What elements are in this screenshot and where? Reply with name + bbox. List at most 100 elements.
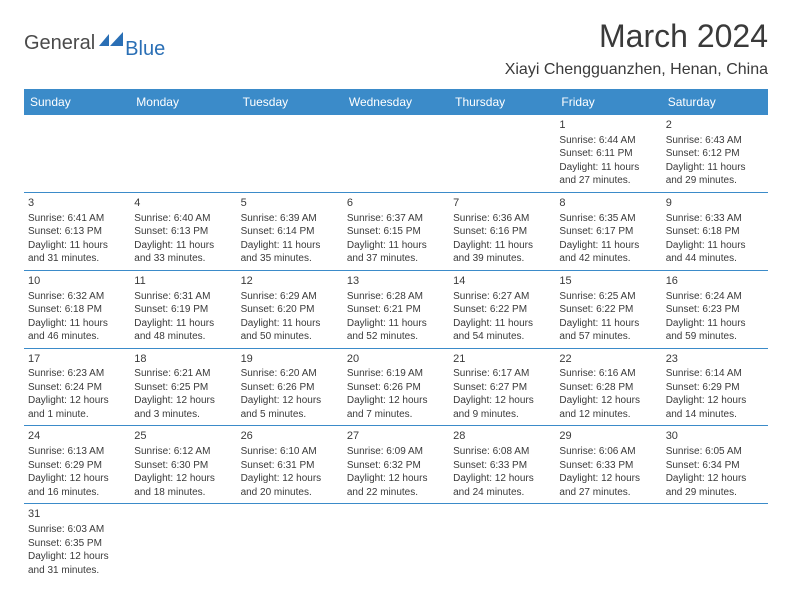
calendar-day-cell: 6Sunrise: 6:37 AMSunset: 6:15 PMDaylight… (343, 192, 449, 270)
day-daylight: Daylight: 12 hours and 27 minutes. (559, 472, 657, 499)
calendar-day-cell: 27Sunrise: 6:09 AMSunset: 6:32 PMDayligh… (343, 426, 449, 504)
day-daylight: Daylight: 12 hours and 16 minutes. (28, 472, 126, 499)
weekday-header: Friday (555, 89, 661, 115)
day-daylight: Daylight: 11 hours and 31 minutes. (28, 239, 126, 266)
calendar-day-cell (343, 504, 449, 581)
day-sunrise: Sunrise: 6:43 AM (666, 134, 764, 148)
day-number: 14 (453, 274, 551, 289)
day-daylight: Daylight: 12 hours and 29 minutes. (666, 472, 764, 499)
weekday-header: Monday (130, 89, 236, 115)
calendar-week-row: 3Sunrise: 6:41 AMSunset: 6:13 PMDaylight… (24, 192, 768, 270)
day-sunset: Sunset: 6:25 PM (134, 381, 232, 395)
calendar-day-cell (237, 115, 343, 192)
day-sunset: Sunset: 6:26 PM (347, 381, 445, 395)
day-sunset: Sunset: 6:24 PM (28, 381, 126, 395)
calendar-table: SundayMondayTuesdayWednesdayThursdayFrid… (24, 89, 768, 581)
day-sunrise: Sunrise: 6:23 AM (28, 367, 126, 381)
calendar-day-cell (237, 504, 343, 581)
header: General Blue March 2024 Xiayi Chengguanz… (24, 18, 768, 79)
day-sunrise: Sunrise: 6:21 AM (134, 367, 232, 381)
day-sunrise: Sunrise: 6:31 AM (134, 290, 232, 304)
day-sunset: Sunset: 6:22 PM (453, 303, 551, 317)
calendar-day-cell: 4Sunrise: 6:40 AMSunset: 6:13 PMDaylight… (130, 192, 236, 270)
day-daylight: Daylight: 11 hours and 59 minutes. (666, 317, 764, 344)
day-number: 25 (134, 429, 232, 444)
day-daylight: Daylight: 11 hours and 50 minutes. (241, 317, 339, 344)
day-sunset: Sunset: 6:14 PM (241, 225, 339, 239)
day-daylight: Daylight: 12 hours and 22 minutes. (347, 472, 445, 499)
day-daylight: Daylight: 11 hours and 42 minutes. (559, 239, 657, 266)
day-sunrise: Sunrise: 6:13 AM (28, 445, 126, 459)
calendar-day-cell: 1Sunrise: 6:44 AMSunset: 6:11 PMDaylight… (555, 115, 661, 192)
day-daylight: Daylight: 12 hours and 12 minutes. (559, 394, 657, 421)
day-sunrise: Sunrise: 6:29 AM (241, 290, 339, 304)
calendar-day-cell: 21Sunrise: 6:17 AMSunset: 6:27 PMDayligh… (449, 348, 555, 426)
day-sunrise: Sunrise: 6:37 AM (347, 212, 445, 226)
day-number: 19 (241, 352, 339, 367)
calendar-day-cell: 13Sunrise: 6:28 AMSunset: 6:21 PMDayligh… (343, 270, 449, 348)
day-number: 6 (347, 196, 445, 211)
day-daylight: Daylight: 12 hours and 3 minutes. (134, 394, 232, 421)
day-daylight: Daylight: 11 hours and 44 minutes. (666, 239, 764, 266)
day-sunset: Sunset: 6:35 PM (28, 537, 126, 551)
day-sunset: Sunset: 6:13 PM (134, 225, 232, 239)
logo-text-general: General (24, 32, 95, 55)
weekday-header: Saturday (662, 89, 768, 115)
day-daylight: Daylight: 12 hours and 31 minutes. (28, 550, 126, 577)
day-daylight: Daylight: 12 hours and 20 minutes. (241, 472, 339, 499)
calendar-week-row: 17Sunrise: 6:23 AMSunset: 6:24 PMDayligh… (24, 348, 768, 426)
logo: General Blue (24, 26, 165, 61)
calendar-day-cell: 2Sunrise: 6:43 AMSunset: 6:12 PMDaylight… (662, 115, 768, 192)
day-sunrise: Sunrise: 6:28 AM (347, 290, 445, 304)
calendar-day-cell: 5Sunrise: 6:39 AMSunset: 6:14 PMDaylight… (237, 192, 343, 270)
day-sunset: Sunset: 6:33 PM (453, 459, 551, 473)
day-sunset: Sunset: 6:33 PM (559, 459, 657, 473)
calendar-day-cell: 30Sunrise: 6:05 AMSunset: 6:34 PMDayligh… (662, 426, 768, 504)
day-daylight: Daylight: 11 hours and 29 minutes. (666, 161, 764, 188)
calendar-day-cell: 8Sunrise: 6:35 AMSunset: 6:17 PMDaylight… (555, 192, 661, 270)
day-sunrise: Sunrise: 6:39 AM (241, 212, 339, 226)
flag-icon (99, 32, 125, 55)
day-number: 27 (347, 429, 445, 444)
day-sunset: Sunset: 6:34 PM (666, 459, 764, 473)
day-daylight: Daylight: 11 hours and 54 minutes. (453, 317, 551, 344)
month-title: March 2024 (505, 18, 768, 55)
day-sunrise: Sunrise: 6:24 AM (666, 290, 764, 304)
calendar-day-cell: 12Sunrise: 6:29 AMSunset: 6:20 PMDayligh… (237, 270, 343, 348)
calendar-day-cell: 9Sunrise: 6:33 AMSunset: 6:18 PMDaylight… (662, 192, 768, 270)
day-number: 5 (241, 196, 339, 211)
day-sunrise: Sunrise: 6:06 AM (559, 445, 657, 459)
day-number: 29 (559, 429, 657, 444)
location: Xiayi Chengguanzhen, Henan, China (505, 61, 768, 79)
day-sunset: Sunset: 6:31 PM (241, 459, 339, 473)
day-number: 15 (559, 274, 657, 289)
day-number: 11 (134, 274, 232, 289)
calendar-day-cell (662, 504, 768, 581)
day-sunset: Sunset: 6:11 PM (559, 147, 657, 161)
day-number: 30 (666, 429, 764, 444)
calendar-day-cell: 18Sunrise: 6:21 AMSunset: 6:25 PMDayligh… (130, 348, 236, 426)
day-daylight: Daylight: 11 hours and 57 minutes. (559, 317, 657, 344)
day-number: 2 (666, 118, 764, 133)
day-number: 7 (453, 196, 551, 211)
day-sunrise: Sunrise: 6:14 AM (666, 367, 764, 381)
day-number: 4 (134, 196, 232, 211)
calendar-day-cell: 26Sunrise: 6:10 AMSunset: 6:31 PMDayligh… (237, 426, 343, 504)
day-daylight: Daylight: 11 hours and 35 minutes. (241, 239, 339, 266)
calendar-day-cell: 14Sunrise: 6:27 AMSunset: 6:22 PMDayligh… (449, 270, 555, 348)
calendar-day-cell: 22Sunrise: 6:16 AMSunset: 6:28 PMDayligh… (555, 348, 661, 426)
day-daylight: Daylight: 12 hours and 5 minutes. (241, 394, 339, 421)
day-daylight: Daylight: 11 hours and 46 minutes. (28, 317, 126, 344)
day-sunrise: Sunrise: 6:36 AM (453, 212, 551, 226)
calendar-day-cell: 11Sunrise: 6:31 AMSunset: 6:19 PMDayligh… (130, 270, 236, 348)
day-sunset: Sunset: 6:21 PM (347, 303, 445, 317)
day-daylight: Daylight: 11 hours and 27 minutes. (559, 161, 657, 188)
day-sunset: Sunset: 6:18 PM (28, 303, 126, 317)
day-daylight: Daylight: 12 hours and 1 minute. (28, 394, 126, 421)
day-sunrise: Sunrise: 6:05 AM (666, 445, 764, 459)
weekday-header: Tuesday (237, 89, 343, 115)
day-daylight: Daylight: 12 hours and 18 minutes. (134, 472, 232, 499)
day-sunset: Sunset: 6:17 PM (559, 225, 657, 239)
weekday-header: Sunday (24, 89, 130, 115)
calendar-day-cell: 17Sunrise: 6:23 AMSunset: 6:24 PMDayligh… (24, 348, 130, 426)
